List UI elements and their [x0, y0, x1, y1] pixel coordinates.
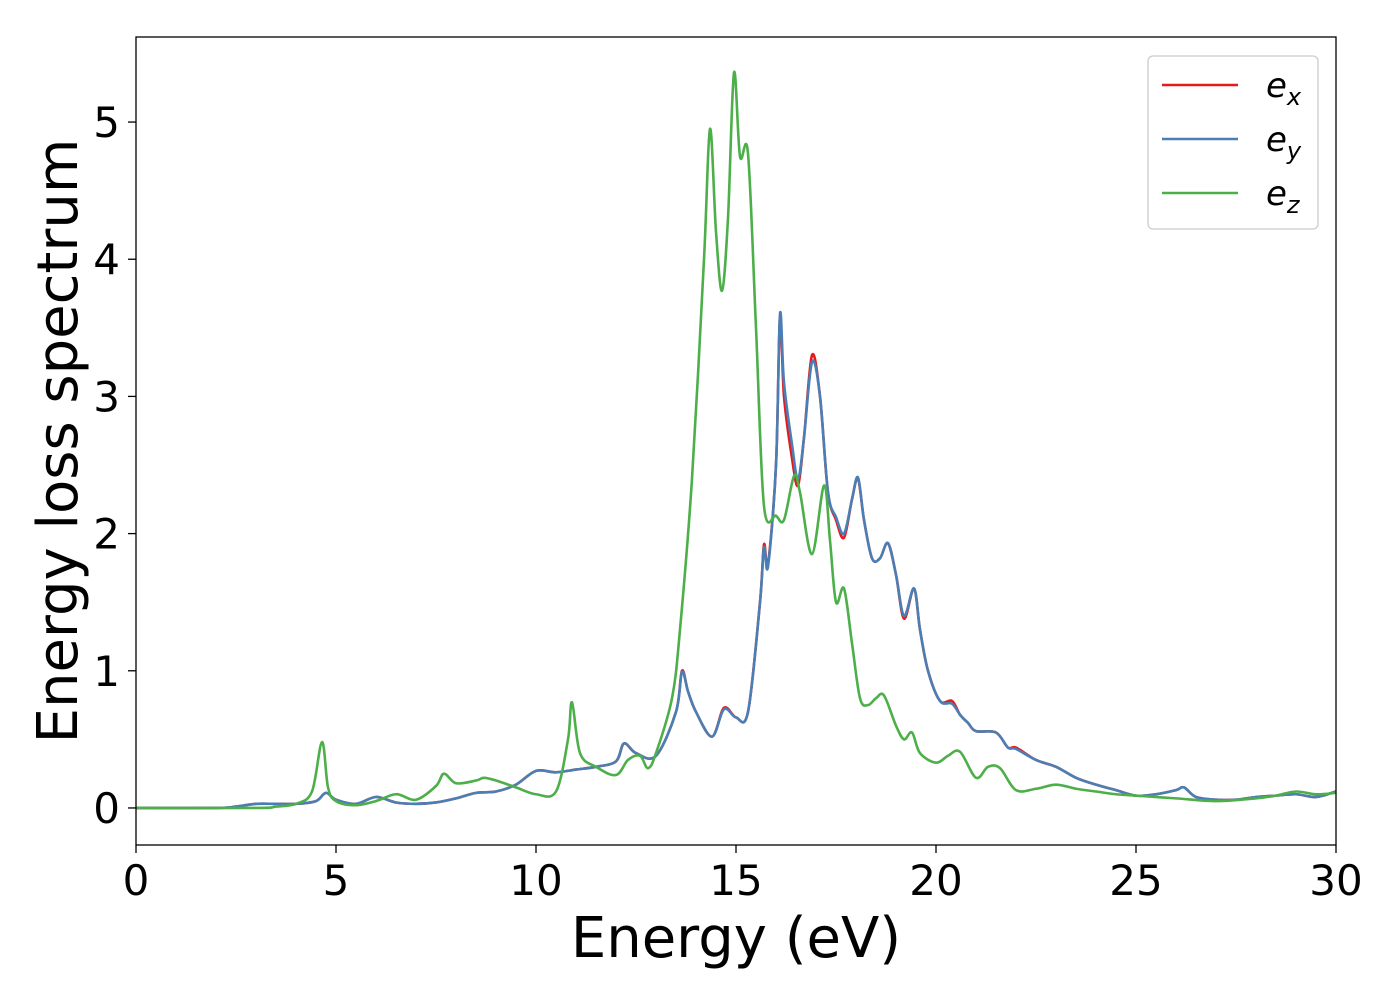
- x-tick-label: 30: [1309, 856, 1362, 905]
- x-axis-label: Energy (eV): [571, 906, 901, 971]
- series-line-z: [136, 70, 1336, 810]
- x-tick-label: 0: [123, 856, 150, 905]
- legend-box: [1147, 55, 1319, 230]
- y-tick-label: 4: [93, 235, 120, 284]
- x-tick-label: 20: [909, 856, 962, 905]
- y-axis-ticks: 0 1 2 3 4 5: [93, 98, 136, 833]
- x-tick-label: 25: [1109, 856, 1162, 905]
- y-axis-label: Energy loss spectrum: [26, 139, 91, 744]
- y-tick-label: 1: [93, 647, 120, 696]
- y-tick-label: 2: [93, 510, 120, 559]
- y-tick-label: 5: [93, 98, 120, 147]
- x-tick-label: 10: [509, 856, 562, 905]
- x-tick-label: 5: [323, 856, 350, 905]
- y-tick-label: 3: [93, 372, 120, 421]
- y-tick-label: 0: [93, 784, 120, 833]
- x-axis-ticks: 0 5 10 15 20 25 30: [123, 845, 1363, 905]
- x-tick-label: 15: [709, 856, 762, 905]
- plot-lines: [136, 70, 1336, 810]
